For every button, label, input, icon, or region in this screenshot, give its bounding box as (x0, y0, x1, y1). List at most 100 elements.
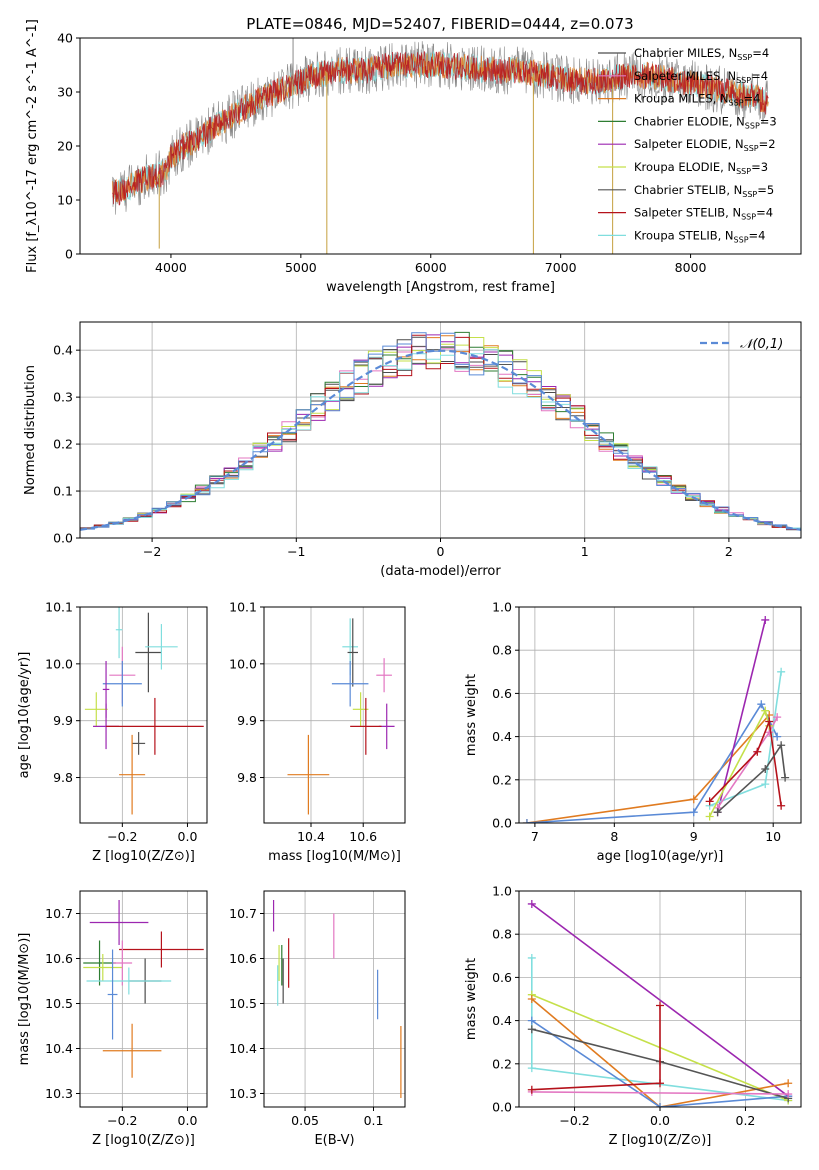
legend-entry: 𝒩(0,1) (740, 337, 783, 352)
mass-weight-line (531, 1005, 661, 1091)
legend-entry: Kroupa STELIB, NSSP=4 (634, 228, 765, 244)
y-tick-label: 0.8 (492, 643, 512, 658)
mass-weight-marker (784, 1090, 793, 1099)
errorbar-point (287, 734, 330, 815)
y-tick-label: 10.5 (229, 996, 257, 1011)
x-tick-label: −0.2 (107, 1113, 137, 1128)
y-tick-label: 0 (65, 247, 73, 262)
errorbar-point (102, 1023, 162, 1078)
mass-weight-marker (761, 780, 770, 789)
panel-massweight_vs_age: 7 8 9 10 0.0 0.2 0.4 0.6 0.8 1.0 age [log10(age/yr… (464, 600, 802, 864)
x-tick-label: 4000 (155, 260, 187, 275)
mass-weight-line (531, 998, 789, 1107)
mass-weight-marker (765, 717, 774, 726)
axes-frame (79, 890, 208, 1108)
mass-weight-marker (689, 795, 698, 804)
y-tick-label: 0.3 (53, 390, 73, 405)
legend-entry: Salpeter STELIB, NSSP=4 (634, 206, 773, 222)
y-tick-label: 9.8 (237, 770, 257, 785)
legend-entry: Chabrier MILES, NSSP=4 (634, 46, 769, 62)
mass-weight-line (716, 619, 767, 813)
errorbar-point (350, 697, 382, 755)
mass-weight-marker (761, 615, 770, 624)
x-tick-label: −0.2 (107, 829, 137, 844)
y-axis-label: Flux [f_λ10^-17 erg cm^-2 s^-1 A^-1] (25, 19, 40, 273)
errorbar-point (83, 954, 123, 981)
plot-area (527, 899, 793, 1107)
x-axis-label: age [log10(age/yr)] (597, 849, 724, 864)
mass-weight-line (709, 718, 782, 806)
errorbar-point (132, 732, 146, 755)
mass-weight-marker (527, 1016, 536, 1025)
y-tick-label: 0.0 (53, 531, 73, 546)
panel-spectrum: 4000 5000 6000 7000 8000 0 10 20 30 40 wavelength … (25, 19, 802, 295)
errorbar-point (347, 618, 358, 687)
figure-title: PLATE=0846, MJD=52407, FIBERID=0444, z=0… (246, 15, 633, 33)
panel-mass_vs_Z: −0.2 0.0 10.3 10.4 10.5 10.6 10.7 Z [log10(Z/Z⊙… (17, 890, 208, 1148)
mass-weight-marker (777, 667, 786, 676)
legend-entry: Salpeter ELODIE, NSSP=2 (634, 137, 776, 153)
errorbar-point (135, 612, 162, 693)
x-tick-label: 10.4 (297, 829, 325, 844)
x-tick-label: 7 (531, 829, 539, 844)
axes-frame (79, 606, 208, 824)
errorbar-point (115, 607, 123, 659)
legend-entry: Kroupa MILES, NSSP=4 (634, 92, 760, 108)
mass-weight-marker (761, 765, 770, 773)
errorbar-point (89, 900, 149, 945)
y-axis-label: mass [log10(M/M⊙)] (17, 933, 32, 1066)
legend-entry: Chabrier ELODIE, NSSP=3 (634, 114, 777, 130)
x-tick-label: 0.1 (364, 1113, 384, 1128)
y-tick-label: 10.1 (45, 600, 73, 615)
x-tick-label: 8 (610, 829, 618, 844)
errorbar-point (83, 940, 116, 986)
x-tick-label: 5000 (285, 260, 317, 275)
x-tick-label: 9 (690, 829, 698, 844)
mass-weight-marker (527, 1085, 536, 1094)
axes-frame (518, 606, 802, 824)
y-tick-label: 0.0 (492, 1100, 512, 1115)
y-axis-label: age [log10(age/yr)] (17, 652, 32, 779)
panel-residuals: −2 −1 0 1 2 0.0 0.1 0.2 0.3 0.4 (data-model)/error… (23, 321, 802, 579)
y-tick-label: 9.9 (53, 713, 73, 728)
y-tick-label: 10.6 (229, 951, 257, 966)
x-axis-label: mass [log10(M/M⊙)] (268, 849, 401, 864)
legend-entry: Salpeter MILES, NSSP=4 (634, 69, 768, 85)
mass-weight-marker (781, 773, 790, 782)
y-tick-label: 9.8 (53, 770, 73, 785)
x-tick-label: −2 (143, 544, 161, 559)
errorbar-point (331, 661, 369, 707)
errorbar-point (107, 949, 118, 1040)
y-tick-label: 10.7 (229, 906, 257, 921)
y-axis-label: mass weight (464, 958, 479, 1040)
x-axis-label: (data-model)/error (380, 564, 501, 579)
mass-weight-line (709, 671, 782, 807)
mass-weight-marker (527, 1064, 536, 1073)
y-tick-label: 0.2 (492, 1056, 512, 1071)
mass-weight-marker (705, 797, 714, 806)
mass-weight-marker (757, 700, 766, 709)
gaussian-curve (80, 349, 801, 531)
y-tick-label: 0.4 (492, 1013, 512, 1028)
mass-weight-line (531, 1019, 789, 1107)
y-tick-label: 10.5 (45, 996, 73, 1011)
legend-entry: Kroupa ELODIE, NSSP=3 (634, 160, 768, 176)
x-tick-label: 0.2 (736, 1113, 756, 1128)
histogram-step (80, 337, 801, 530)
y-tick-label: 9.9 (237, 713, 257, 728)
panel-mass_vs_ebv: 0.05 0.1 10.3 10.4 10.5 10.6 10.7 E(B-V) (229, 890, 406, 1148)
mass-weight-marker (784, 1079, 793, 1088)
mass-weight-marker (527, 953, 536, 962)
mass-weight-marker (753, 747, 762, 756)
mass-weight-marker (777, 741, 786, 750)
legend-entry: Chabrier STELIB, NSSP=5 (634, 183, 774, 199)
mass-weight-line (531, 1091, 789, 1095)
y-tick-label: 10.4 (45, 1041, 73, 1056)
y-tick-label: 10.6 (45, 951, 73, 966)
x-tick-label: 0 (437, 544, 445, 559)
x-tick-label: 10 (765, 829, 781, 844)
y-tick-label: 10.3 (45, 1086, 73, 1101)
mass-weight-marker (773, 713, 782, 722)
mass-weight-line (717, 742, 786, 813)
